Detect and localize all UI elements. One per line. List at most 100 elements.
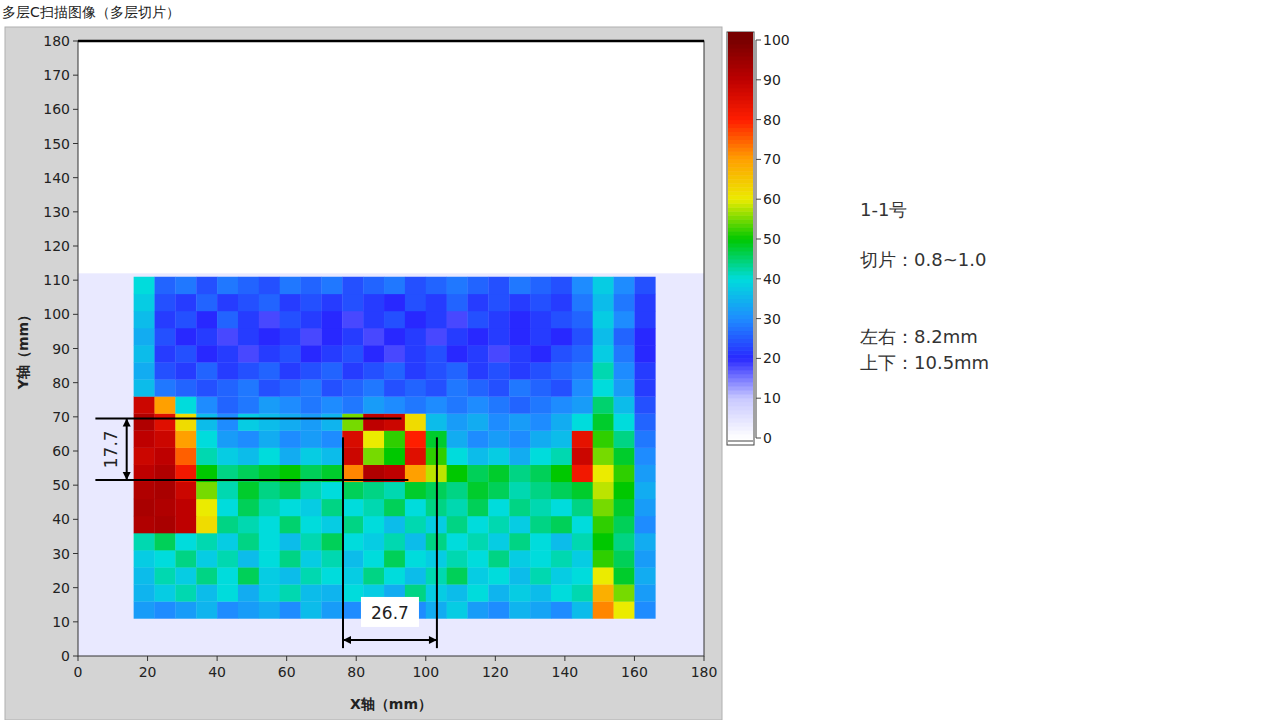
cell bbox=[280, 584, 301, 601]
cell bbox=[134, 567, 155, 584]
cell bbox=[530, 379, 551, 396]
colorbar: 0102030405060708090100 bbox=[728, 32, 790, 446]
cell bbox=[509, 499, 530, 516]
cell bbox=[593, 482, 614, 499]
cell bbox=[572, 431, 593, 448]
cell bbox=[301, 362, 322, 379]
cell bbox=[217, 533, 238, 550]
arrow-head bbox=[429, 636, 437, 644]
cell bbox=[572, 294, 593, 311]
cell bbox=[488, 311, 509, 328]
cell bbox=[572, 362, 593, 379]
y-tick bbox=[73, 553, 78, 554]
cell bbox=[468, 567, 489, 584]
cell bbox=[468, 448, 489, 465]
cell bbox=[593, 448, 614, 465]
x-tick-label: 80 bbox=[347, 664, 365, 680]
cell bbox=[384, 431, 405, 448]
cell bbox=[634, 550, 655, 567]
colorbar-step bbox=[728, 323, 753, 327]
colorbar-cap bbox=[728, 32, 753, 40]
cell bbox=[426, 379, 447, 396]
cell bbox=[634, 465, 655, 482]
cell bbox=[363, 499, 384, 516]
cell bbox=[301, 294, 322, 311]
cell bbox=[217, 448, 238, 465]
cell bbox=[238, 584, 259, 601]
cell bbox=[175, 396, 196, 413]
y-tick-label: 30 bbox=[52, 546, 70, 562]
colorbar-step bbox=[728, 215, 753, 219]
cell bbox=[238, 413, 259, 430]
cell bbox=[384, 413, 405, 430]
cell bbox=[551, 413, 572, 430]
x-tick-label: 60 bbox=[278, 664, 296, 680]
cell bbox=[134, 431, 155, 448]
cell bbox=[488, 567, 509, 584]
cell bbox=[301, 533, 322, 550]
cell bbox=[196, 396, 217, 413]
colorbar-tick bbox=[756, 318, 761, 319]
plot-area bbox=[78, 41, 704, 656]
cell bbox=[384, 277, 405, 294]
colorbar-frame bbox=[727, 32, 754, 445]
cell bbox=[468, 413, 489, 430]
cell bbox=[217, 567, 238, 584]
cell bbox=[447, 482, 468, 499]
cell bbox=[468, 465, 489, 482]
cell bbox=[572, 345, 593, 362]
cell bbox=[259, 345, 280, 362]
cell bbox=[530, 550, 551, 567]
colorbar-step bbox=[728, 275, 753, 279]
colorbar-step bbox=[728, 155, 753, 159]
cell bbox=[488, 550, 509, 567]
colorbar-step bbox=[728, 68, 753, 72]
cell bbox=[196, 482, 217, 499]
cell bbox=[405, 499, 426, 516]
colorbar-tick bbox=[756, 239, 761, 240]
y-tick-label: 20 bbox=[52, 580, 70, 596]
cell bbox=[468, 328, 489, 345]
x-tick bbox=[286, 656, 287, 661]
colorbar-step bbox=[728, 167, 753, 171]
cell bbox=[342, 567, 363, 584]
cell bbox=[426, 294, 447, 311]
cell bbox=[447, 550, 468, 567]
cell bbox=[217, 362, 238, 379]
colorbar-label: 40 bbox=[763, 271, 781, 287]
colorbar-label: 0 bbox=[763, 430, 772, 446]
cell bbox=[342, 516, 363, 533]
cell bbox=[342, 413, 363, 430]
colorbar-label: 10 bbox=[763, 390, 781, 406]
cell bbox=[634, 294, 655, 311]
cell bbox=[468, 362, 489, 379]
cell bbox=[468, 550, 489, 567]
colorbar-step bbox=[728, 191, 753, 195]
cell bbox=[238, 431, 259, 448]
cell bbox=[488, 499, 509, 516]
dimension-line bbox=[436, 437, 438, 648]
note: 切片：0.8~1.0 bbox=[860, 249, 986, 270]
cell bbox=[217, 413, 238, 430]
cell bbox=[551, 601, 572, 618]
cell bbox=[217, 431, 238, 448]
cell bbox=[321, 379, 342, 396]
cell bbox=[280, 396, 301, 413]
cell bbox=[259, 277, 280, 294]
colorbar-step bbox=[728, 163, 753, 167]
cell bbox=[551, 533, 572, 550]
cell bbox=[572, 328, 593, 345]
colorbar-label: 70 bbox=[763, 151, 781, 167]
cell bbox=[405, 277, 426, 294]
colorbar-step bbox=[728, 64, 753, 68]
cell bbox=[342, 396, 363, 413]
y-tick-label: 60 bbox=[52, 443, 70, 459]
x-tick bbox=[425, 656, 426, 661]
cell bbox=[405, 533, 426, 550]
cell bbox=[301, 550, 322, 567]
cell bbox=[551, 431, 572, 448]
cell bbox=[488, 465, 509, 482]
cell bbox=[509, 328, 530, 345]
colorbar-step bbox=[728, 247, 753, 251]
cell bbox=[301, 584, 322, 601]
